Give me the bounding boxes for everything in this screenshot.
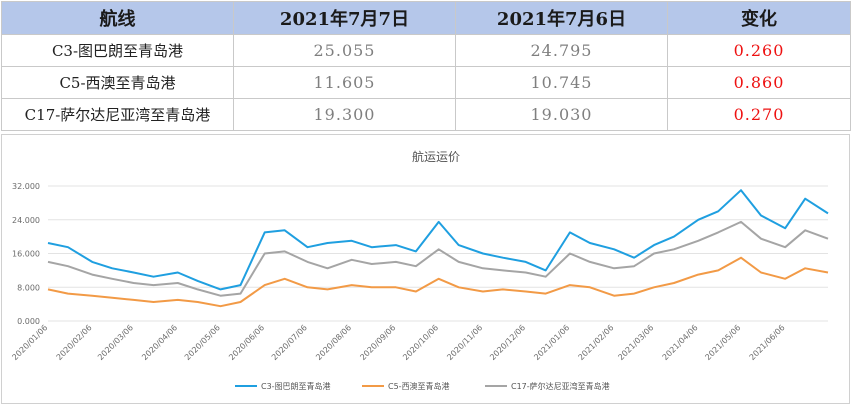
rate-cell-d2: 19.030	[455, 98, 668, 131]
table-row: C17-萨尔达尼亚湾至青岛港 19.300 19.030 0.270	[1, 98, 851, 131]
chart-frame	[1, 134, 850, 404]
change-cell: 0.260	[667, 34, 851, 67]
route-cell: C3-图巴朗至青岛港	[1, 34, 234, 67]
x-tick-label: 2020/05/06	[183, 323, 222, 362]
legend-label: C17-萨尔达尼亚湾至青岛港	[511, 381, 610, 391]
x-tick-label: 2020/11/06	[445, 323, 484, 362]
x-tick-label: 2021/05/06	[703, 323, 742, 362]
rate-cell-d2: 10.745	[455, 66, 668, 99]
series-line-2	[47, 256, 829, 308]
x-tick-label: 2020/10/06	[401, 323, 440, 362]
x-tick-label: 2020/08/06	[314, 323, 353, 362]
rate-cell-d1: 11.605	[233, 66, 456, 99]
series-line-3	[47, 220, 829, 297]
rate-cell-d1: 25.055	[233, 34, 456, 67]
x-tick-label: 2020/01/06	[10, 323, 49, 362]
y-tick-label: 8.000	[17, 283, 40, 292]
chart-title: 航运运价	[412, 149, 460, 164]
y-tick-label: 32.000	[12, 182, 40, 191]
x-tick-label: 2021/04/06	[661, 323, 700, 362]
series-line-1	[47, 189, 829, 291]
x-tick-label: 2021/06/06	[748, 323, 787, 362]
header-change: 变化	[667, 1, 851, 35]
legend-label: C3-图巴朗至青岛港	[261, 381, 331, 391]
freight-rate-table: 航线 2021年7月7日 2021年7月6日 变化 C3-图巴朗至青岛港 25.…	[1, 1, 851, 131]
change-cell: 0.860	[667, 66, 851, 99]
header-route: 航线	[1, 1, 234, 35]
route-cell: C17-萨尔达尼亚湾至青岛港	[1, 98, 234, 131]
rate-cell-d2: 24.795	[455, 34, 668, 67]
rate-cell-d1: 19.300	[233, 98, 456, 131]
x-tick-label: 2020/07/06	[270, 323, 309, 362]
x-tick-label: 2020/09/06	[358, 323, 397, 362]
x-tick-label: 2021/03/06	[616, 323, 655, 362]
route-cell: C5-西澳至青岛港	[1, 66, 234, 99]
y-tick-label: 16.000	[12, 250, 40, 259]
table-header-row: 航线 2021年7月7日 2021年7月6日 变化	[1, 1, 851, 35]
x-tick-label: 2021/01/06	[532, 323, 571, 362]
x-tick-label: 2020/06/06	[227, 323, 266, 362]
x-tick-label: 2020/04/06	[140, 323, 179, 362]
table-row: C3-图巴朗至青岛港 25.055 24.795 0.260	[1, 34, 851, 67]
change-cell: 0.270	[667, 98, 851, 131]
x-tick-label: 2020/02/06	[55, 323, 94, 362]
x-tick-label: 2021/02/06	[577, 323, 616, 362]
table-row: C5-西澳至青岛港 11.605 10.745 0.860	[1, 66, 851, 99]
x-tick-label: 2020/12/06	[488, 323, 527, 362]
x-tick-label: 2020/03/06	[96, 323, 135, 362]
legend-label: C5-西澳至青岛港	[388, 381, 450, 391]
y-tick-label: 0.000	[17, 317, 40, 326]
y-tick-label: 24.000	[12, 216, 40, 225]
